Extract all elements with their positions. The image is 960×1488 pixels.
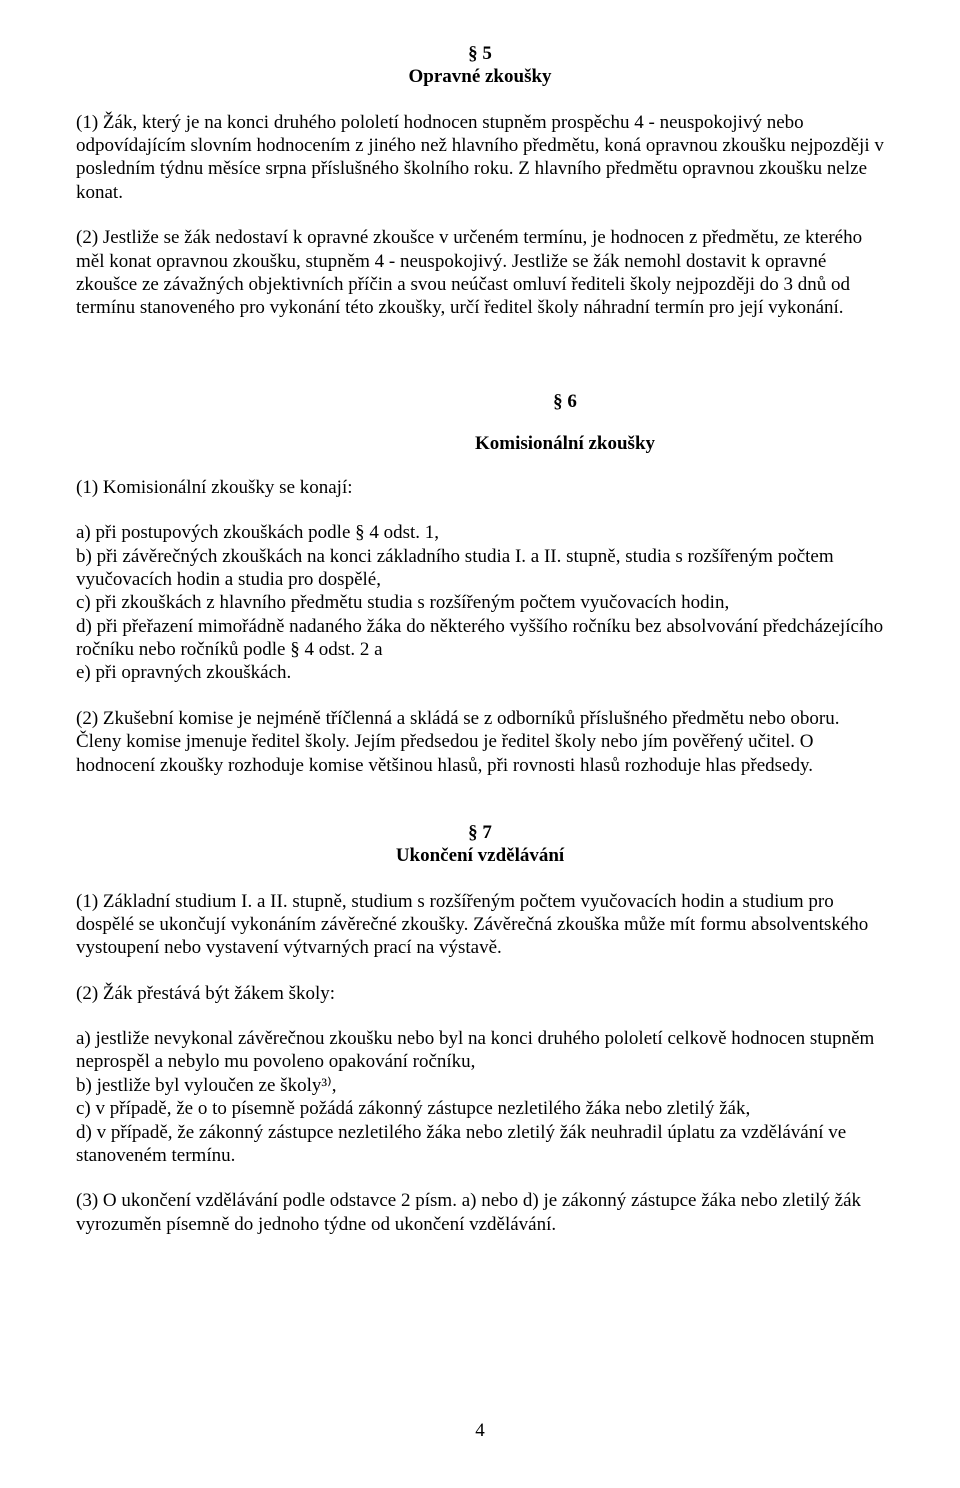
s7-item-b: b) jestliže byl vyloučen ze školy³⁾, [76,1074,884,1097]
section-7-block: § 7 Ukončení vzdělávání [76,821,884,868]
s7-item-d: d) v případě, že zákonný zástupce nezlet… [76,1121,884,1168]
section-6-number: § 6 [246,390,884,413]
section-7-title: Ukončení vzdělávání [76,844,884,867]
section-7-number: § 7 [76,821,884,844]
s6-item-c: c) při zkouškách z hlavního předmětu stu… [76,591,884,614]
s7-item-c: c) v případě, že o to písemně požádá zák… [76,1097,884,1120]
s6-paragraph-1: (1) Komisionální zkoušky se konají: [76,477,353,498]
section-5-number: § 5 [76,42,884,65]
document-page: § 5 Opravné zkoušky (1) Žák, který je na… [0,0,960,1488]
s6-paragraph-2: (2) Zkušební komise je nejméně tříčlenná… [76,707,884,777]
s6-item-b: b) při závěrečných zkouškách na konci zá… [76,545,884,592]
s5-paragraph-2: (2) Jestliže se žák nedostaví k opravné … [76,226,884,319]
section-6-title: Komisionální zkoušky [246,432,884,455]
s7-paragraph-3: (3) O ukončení vzdělávání podle odstavce… [76,1189,884,1236]
page-number: 4 [0,1419,960,1442]
s6-item-a: a) při postupových zkouškách podle § 4 o… [76,521,884,544]
s6-item-e: e) při opravných zkouškách. [76,661,884,684]
s5-paragraph-1: (1) Žák, který je na konci druhého polol… [76,111,884,204]
section-6-block: (1) Komisionální zkoušky se konají: § 6 … [76,390,884,500]
section-5-title: Opravné zkoušky [76,65,884,88]
s7-paragraph-2: (2) Žák přestává být žákem školy: [76,982,884,1005]
s7-paragraph-1: (1) Základní studium I. a II. stupně, st… [76,890,884,960]
s6-item-d: d) při přeřazení mimořádně nadaného žáka… [76,615,884,662]
s7-item-a: a) jestliže nevykonal závěrečnou zkoušku… [76,1027,884,1074]
